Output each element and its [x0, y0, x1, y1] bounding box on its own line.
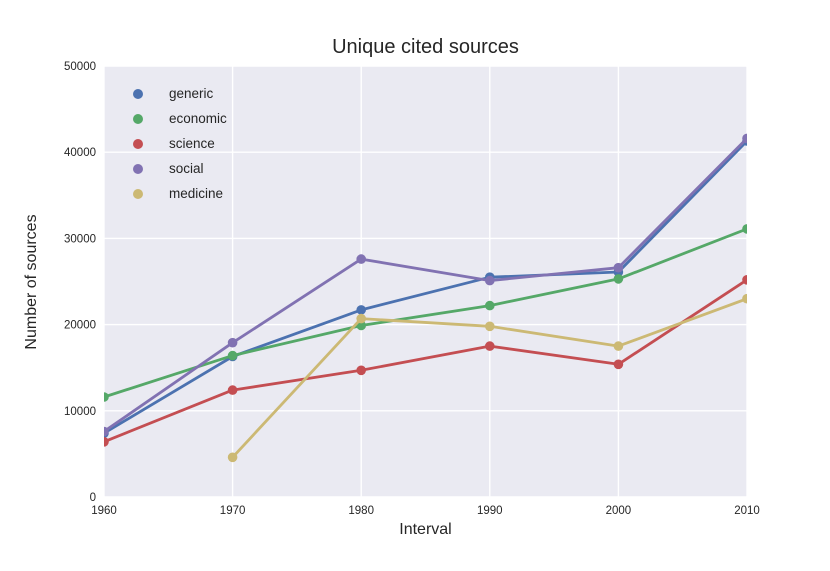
x-tick-label: 1990 [477, 505, 503, 517]
data-point-science [227, 385, 238, 395]
data-point-social [613, 262, 624, 273]
y-tick-label: 10000 [64, 406, 96, 418]
x-tick-label: 1960 [91, 505, 117, 517]
legend-marker-social-icon [133, 163, 143, 174]
legend-marker-generic-icon [133, 88, 143, 99]
data-point-medicine [613, 341, 624, 351]
data-point-generic [356, 305, 367, 315]
legend-marker-medicine-icon [133, 188, 143, 199]
legend-label-science: science [169, 135, 215, 151]
data-point-medicine [227, 452, 238, 463]
x-axis-label: Interval [399, 521, 452, 538]
data-point-social [227, 337, 238, 348]
chart-title: Unique cited sources [332, 36, 519, 58]
data-point-science [613, 359, 624, 370]
x-tick-label: 1970 [220, 505, 246, 517]
legend-label-social: social [169, 160, 204, 176]
data-point-economic [485, 300, 495, 311]
data-point-medicine [742, 293, 747, 304]
legend-item-science: science [133, 131, 227, 156]
legend-item-generic: generic [133, 81, 227, 106]
legend-item-social: social [133, 156, 227, 181]
legend-item-medicine: medicine [133, 181, 227, 206]
data-point-social [485, 275, 495, 286]
series-line-social [104, 137, 747, 433]
x-tick-label: 2000 [606, 505, 632, 517]
series-group [104, 133, 747, 463]
data-point-social [104, 426, 109, 437]
legend-label-generic: generic [169, 85, 214, 101]
data-point-economic [742, 224, 747, 234]
y-tick-label: 50000 [64, 61, 96, 73]
data-point-science [485, 341, 495, 351]
data-point-science [356, 365, 367, 376]
legend-marker-science-icon [133, 138, 143, 149]
x-tick-label: 2010 [734, 505, 760, 517]
y-tick-label: 20000 [64, 320, 96, 332]
data-point-medicine [485, 321, 495, 332]
series-line-economic [104, 227, 747, 399]
data-point-science [742, 275, 747, 285]
series-line-generic [104, 139, 747, 435]
data-point-economic [227, 350, 238, 361]
data-point-social [742, 133, 747, 144]
x-tick-label: 1980 [348, 505, 374, 517]
data-point-medicine [356, 313, 367, 324]
y-axis-label: Number of sources [23, 214, 40, 350]
y-tick-label: 40000 [64, 147, 96, 159]
data-point-economic [104, 392, 109, 402]
plot-background [104, 66, 747, 497]
legend-label-medicine: medicine [169, 185, 224, 201]
data-point-social [356, 254, 367, 264]
series-line-science [104, 278, 747, 444]
y-tick-label: 0 [90, 492, 96, 504]
data-point-science [104, 437, 109, 447]
legend-label-economic: economic [169, 110, 227, 126]
data-point-economic [613, 274, 624, 284]
legend-item-economic: economic [133, 106, 227, 131]
y-tick-label: 30000 [64, 233, 96, 245]
legend-marker-economic-icon [133, 113, 143, 124]
legend: generic economic science social medicine [133, 81, 227, 206]
